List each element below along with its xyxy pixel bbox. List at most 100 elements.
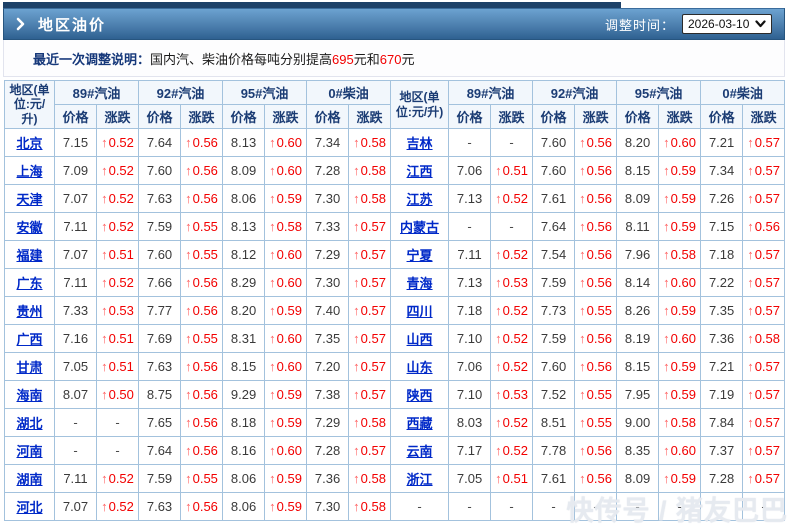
- region-cell: 北京: [4, 128, 55, 157]
- table-row: 甘肃 7.05 ↑0.51 7.63 ↑0.56 8.15 ↑0.60 7.20 ↑0.57 山东…: [4, 352, 786, 381]
- change-value: 0.58: [360, 499, 386, 514]
- region-link[interactable]: 西藏: [406, 416, 433, 431]
- region-link[interactable]: 福建: [16, 248, 43, 263]
- up-arrow-icon: ↑: [663, 443, 670, 458]
- change-value: 0.53: [502, 275, 528, 290]
- region-link[interactable]: 江西: [406, 164, 433, 179]
- price-cell: 8.15: [616, 156, 660, 185]
- region-cell: 湖南: [4, 464, 55, 493]
- adjust-date-select[interactable]: 2026-03-10: [682, 14, 772, 34]
- change-cell: ↑0.58: [658, 408, 702, 437]
- table-row: 贵州 7.33 ↑0.53 7.77 ↑0.56 8.20 ↑0.59 7.40 ↑0.57 四川…: [4, 296, 786, 325]
- region-link[interactable]: 江苏: [406, 192, 433, 207]
- region-link[interactable]: 内蒙古: [400, 220, 440, 235]
- region-link[interactable]: 宁夏: [406, 248, 433, 263]
- region-link[interactable]: 山西: [406, 332, 433, 347]
- change-cell: -: [490, 128, 534, 157]
- change-cell: ↑0.56: [180, 408, 224, 437]
- region-cell: 云南: [390, 436, 450, 465]
- up-arrow-icon: ↑: [495, 275, 502, 290]
- price-cell: 7.60: [532, 352, 576, 381]
- price-cell: 7.60: [138, 156, 182, 185]
- change-value: 0.51: [502, 163, 528, 178]
- region-link[interactable]: 河北: [16, 500, 43, 515]
- price-cell: 7.21: [700, 128, 744, 157]
- price-cell: 7.63: [138, 184, 182, 213]
- change-value: 0.59: [276, 499, 302, 514]
- change-cell: ↑0.59: [264, 408, 308, 437]
- change-cell: ↑0.52: [490, 324, 534, 353]
- change-cell: ↑0.56: [180, 296, 224, 325]
- up-arrow-icon: ↑: [353, 219, 360, 234]
- change-value: 0.60: [276, 247, 302, 262]
- change-value: 0.59: [670, 359, 696, 374]
- price-cell: 7.21: [700, 352, 744, 381]
- price-cell: 7.59: [532, 324, 576, 353]
- change-cell: ↑0.57: [742, 184, 786, 213]
- region-link[interactable]: 湖南: [16, 472, 43, 487]
- change-value: 0.57: [754, 415, 780, 430]
- column-header-fuel-group: 92#汽油: [138, 80, 224, 105]
- change-cell: ↑0.52: [490, 296, 534, 325]
- up-arrow-icon: ↑: [495, 191, 502, 206]
- price-cell: 7.61: [532, 464, 576, 493]
- up-arrow-icon: ↑: [747, 471, 754, 486]
- column-header-price: 价格: [138, 104, 182, 129]
- column-header-change: 涨跌: [574, 104, 618, 129]
- region-link[interactable]: 上海: [16, 164, 43, 179]
- region-link[interactable]: 浙江: [406, 472, 433, 487]
- up-arrow-icon: ↑: [495, 247, 502, 262]
- region-link[interactable]: 山东: [406, 360, 433, 375]
- up-arrow-icon: ↑: [185, 303, 192, 318]
- price-cell: 8.26: [616, 296, 660, 325]
- up-arrow-icon: ↑: [101, 499, 108, 514]
- change-cell: -: [574, 492, 618, 521]
- up-arrow-icon: ↑: [579, 443, 586, 458]
- table-row: 北京 7.15 ↑0.52 7.64 ↑0.56 8.13 ↑0.60 7.34 ↑0.58 吉林…: [4, 128, 786, 157]
- column-header-price: 价格: [222, 104, 266, 129]
- region-link[interactable]: 广西: [16, 332, 43, 347]
- price-cell: 7.34: [700, 156, 744, 185]
- region-link[interactable]: 湖北: [16, 416, 43, 431]
- region-link[interactable]: 吉林: [406, 136, 433, 151]
- change-value: 0.60: [276, 163, 302, 178]
- up-arrow-icon: ↑: [269, 303, 276, 318]
- price-cell: 8.14: [616, 268, 660, 297]
- region-link[interactable]: 陕西: [406, 388, 433, 403]
- notice-text: 国内汽、柴油价格每吨分别提高: [150, 52, 333, 67]
- region-link[interactable]: 广东: [16, 276, 43, 291]
- notice-end-text: 元: [401, 52, 415, 67]
- change-cell: ↑0.58: [348, 408, 392, 437]
- region-link[interactable]: 北京: [16, 136, 43, 151]
- change-value: 0.57: [754, 191, 780, 206]
- change-cell: ↑0.60: [264, 352, 308, 381]
- region-link[interactable]: 海南: [16, 388, 43, 403]
- region-cell: 安徽: [4, 212, 55, 241]
- region-link[interactable]: 安徽: [16, 220, 43, 235]
- up-arrow-icon: ↑: [185, 275, 192, 290]
- change-cell: ↑0.53: [490, 380, 534, 409]
- region-link[interactable]: 四川: [406, 304, 433, 319]
- up-arrow-icon: ↑: [663, 191, 670, 206]
- region-link[interactable]: 青海: [406, 276, 433, 291]
- change-value: 0.51: [108, 247, 134, 262]
- price-cell: 8.11: [616, 212, 660, 241]
- notice-label: 最近一次调整说明：: [33, 52, 151, 67]
- region-link[interactable]: 云南: [406, 444, 433, 459]
- region-link[interactable]: 贵州: [16, 304, 43, 319]
- up-arrow-icon: ↑: [579, 275, 586, 290]
- table-row: 广西 7.16 ↑0.51 7.69 ↑0.55 8.31 ↑0.60 7.35 ↑0.57 山西…: [4, 324, 786, 353]
- change-value: 0.52: [502, 303, 528, 318]
- change-cell: ↑0.57: [348, 352, 392, 381]
- up-arrow-icon: ↑: [353, 415, 360, 430]
- up-arrow-icon: ↑: [495, 303, 502, 318]
- region-link[interactable]: 甘肃: [16, 360, 43, 375]
- price-cell: 9.00: [616, 408, 660, 437]
- change-cell: ↑0.58: [264, 212, 308, 241]
- region-link[interactable]: 天津: [16, 192, 43, 207]
- region-cell: 山西: [390, 324, 450, 353]
- change-value: 0.57: [754, 275, 780, 290]
- change-cell: ↑0.59: [658, 380, 702, 409]
- region-link[interactable]: 河南: [16, 444, 43, 459]
- change-cell: ↑0.56: [180, 156, 224, 185]
